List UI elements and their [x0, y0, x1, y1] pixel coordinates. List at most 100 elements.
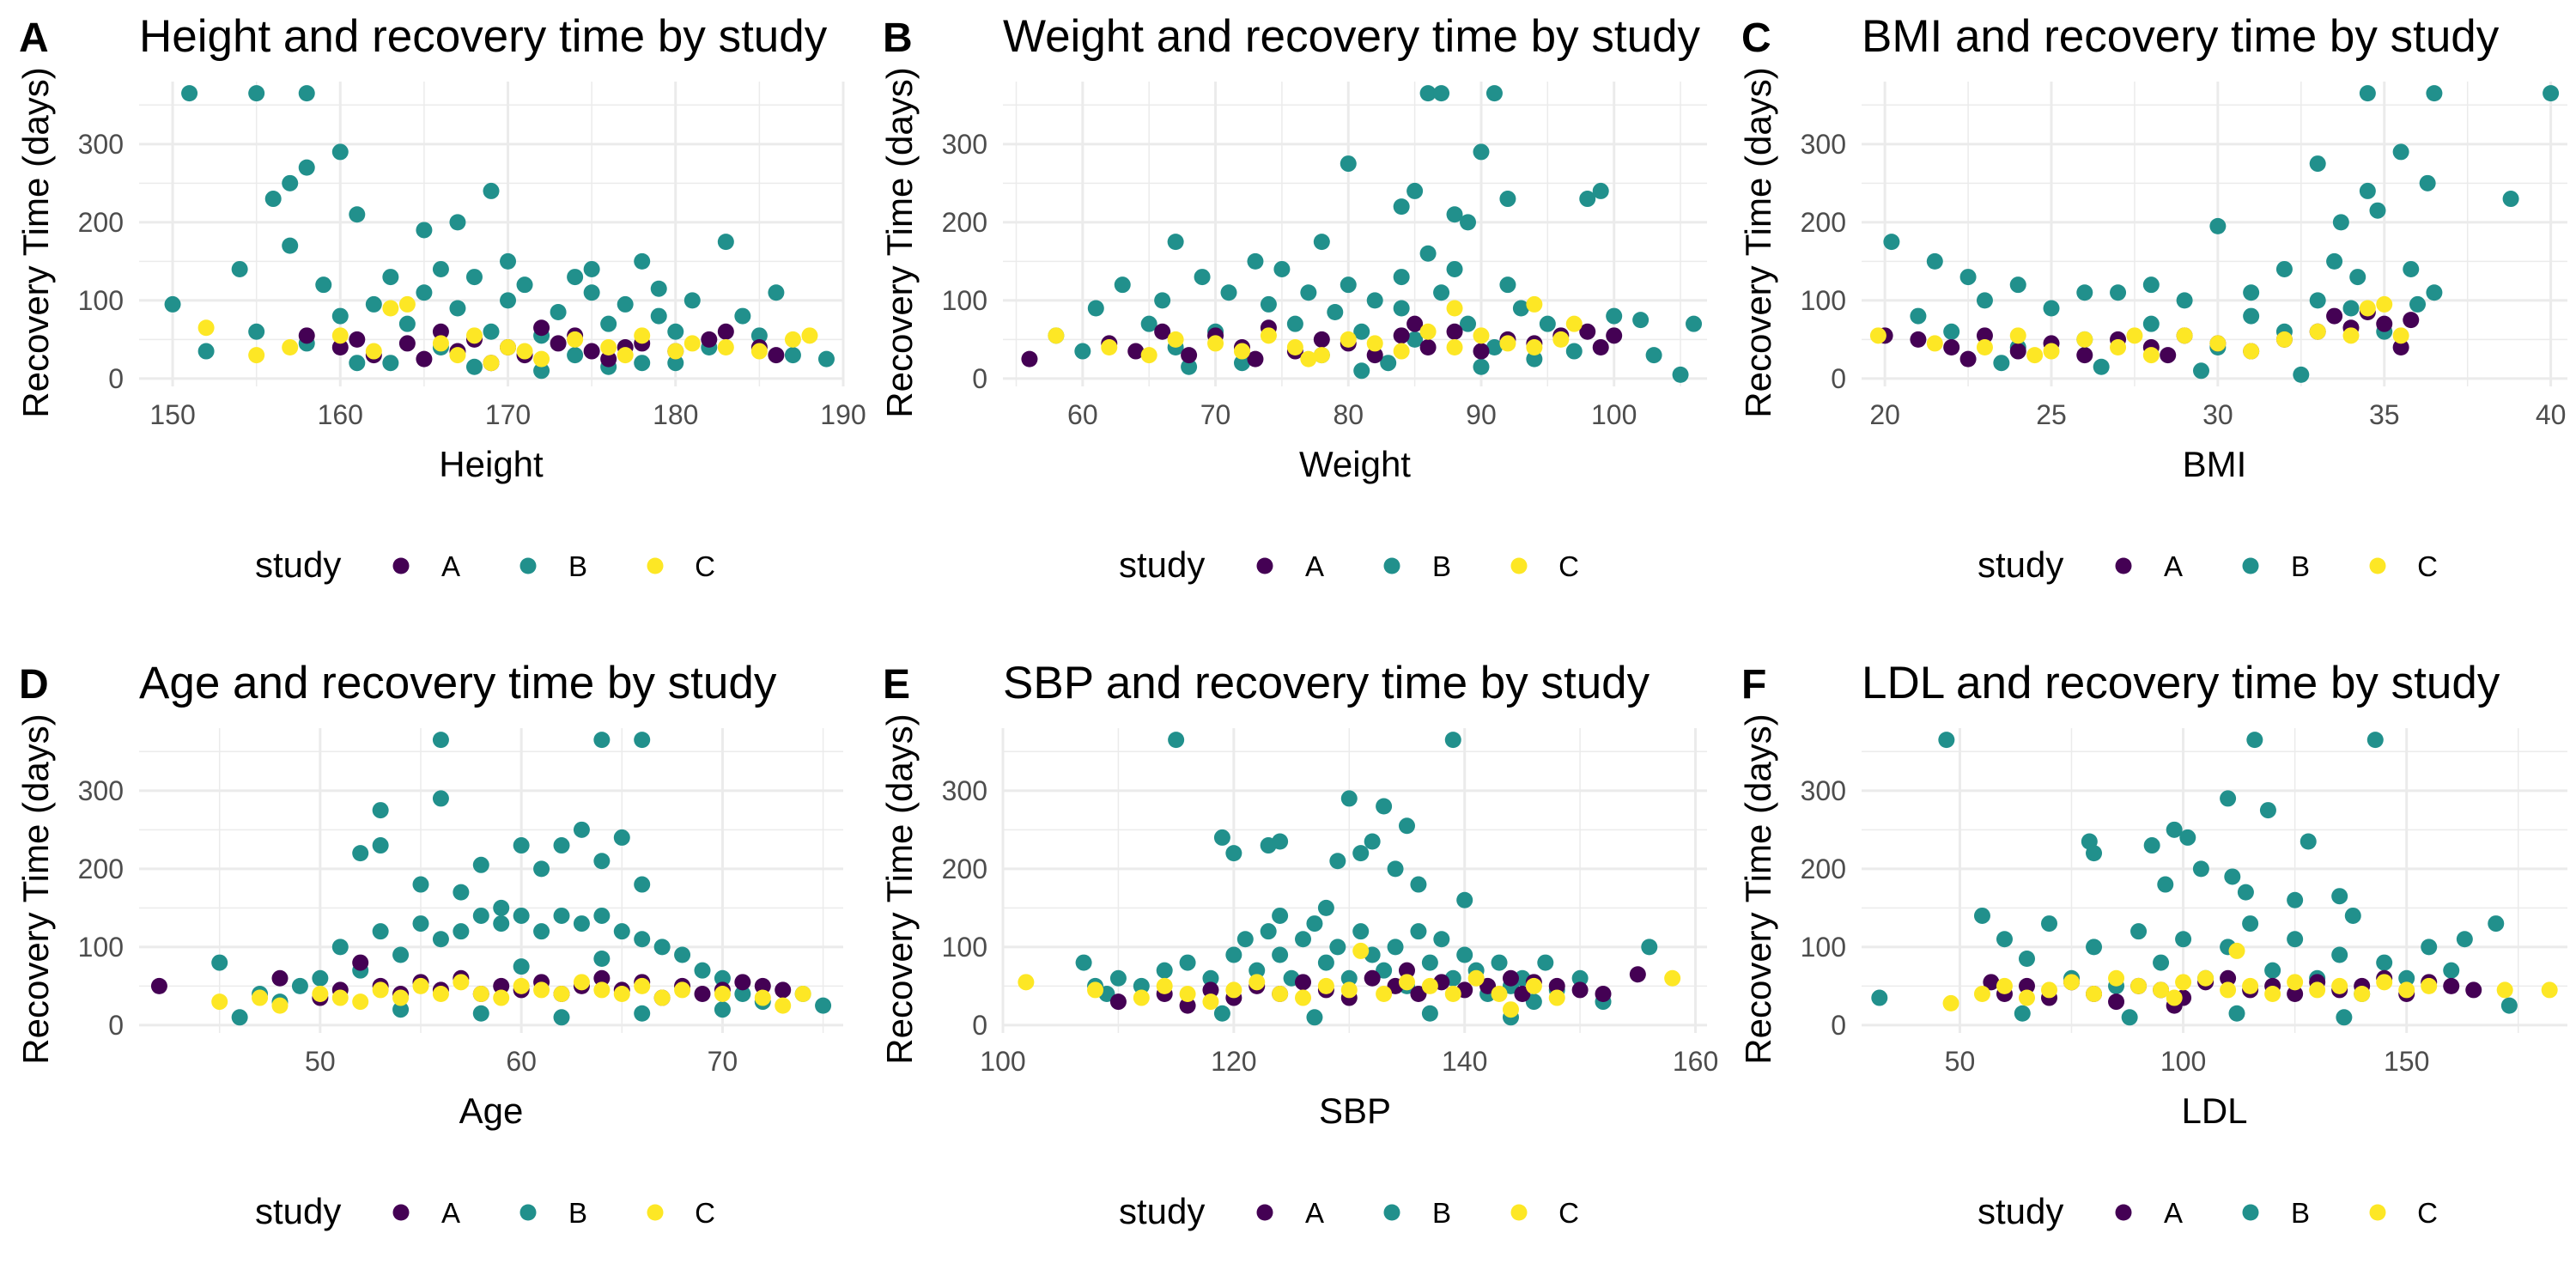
- data-point-c: [2331, 977, 2348, 994]
- data-point-b: [1225, 946, 1242, 963]
- data-point-b: [1247, 252, 1264, 270]
- data-point-c: [312, 985, 329, 1002]
- data-point-a: [717, 323, 734, 340]
- data-point-c: [365, 343, 382, 360]
- x-axis-title: BMI: [2183, 444, 2247, 484]
- data-point-b: [2143, 837, 2160, 854]
- data-point-c: [634, 327, 651, 344]
- x-tick-label: 70: [1200, 399, 1231, 430]
- data-point-b: [1074, 343, 1091, 360]
- legend-key-a: [2115, 557, 2132, 574]
- data-point-a: [1313, 331, 1330, 348]
- data-point-c: [1366, 335, 1383, 352]
- y-tick-label: 300: [1801, 775, 1846, 806]
- data-point-b: [1167, 234, 1184, 251]
- legend-label-a: A: [1305, 550, 1324, 582]
- chart-title: Age and recovery time by study: [139, 658, 777, 708]
- data-point-c: [1499, 335, 1516, 352]
- data-point-b: [1393, 198, 1410, 216]
- legend-label-c: C: [695, 550, 715, 582]
- data-point-c: [2108, 969, 2125, 987]
- x-tick-label: 150: [2384, 1046, 2429, 1077]
- data-point-b: [1973, 907, 1990, 924]
- data-point-a: [1181, 347, 1198, 364]
- data-point-b: [1539, 315, 1556, 332]
- data-point-b: [2309, 155, 2326, 173]
- data-point-b: [2179, 829, 2196, 846]
- data-point-b: [1993, 355, 2010, 372]
- legend-title: study: [1119, 1191, 1205, 1231]
- data-point-b: [248, 85, 265, 102]
- data-point-b: [1938, 732, 1955, 749]
- data-point-b: [653, 939, 671, 956]
- data-point-b: [1943, 323, 1960, 340]
- data-point-c: [1286, 338, 1303, 355]
- data-point-b: [1109, 969, 1127, 987]
- data-point-c: [567, 331, 584, 348]
- data-point-b: [2142, 315, 2160, 332]
- data-point-b: [567, 269, 584, 286]
- data-point-b: [2359, 182, 2376, 199]
- data-point-b: [2192, 860, 2209, 878]
- data-point-c: [2076, 331, 2093, 348]
- data-point-c: [1526, 295, 1543, 313]
- legend-title: study: [255, 1191, 341, 1231]
- data-point-b: [1406, 331, 1424, 348]
- data-point-c: [1421, 977, 1438, 994]
- data-point-c: [2376, 974, 2393, 991]
- y-tick-label: 0: [108, 1010, 124, 1041]
- data-point-c: [1552, 331, 1570, 348]
- data-point-a: [2392, 338, 2409, 355]
- data-point-c: [2398, 981, 2415, 999]
- data-point-c: [750, 343, 768, 360]
- data-point-b: [1433, 85, 1450, 102]
- data-point-b: [298, 159, 315, 176]
- data-point-a: [1579, 323, 1596, 340]
- legend: study A B C: [1119, 1191, 1579, 1231]
- data-point-b: [2426, 85, 2443, 102]
- x-axis-title: LDL: [2181, 1091, 2247, 1131]
- data-point-b: [1249, 962, 1266, 979]
- data-point-a: [416, 350, 433, 368]
- legend-title: study: [1978, 1191, 2063, 1231]
- y-tick-label: 0: [108, 363, 124, 394]
- panel-e: 100 120 140 160 0 100 200 300 E SBP and recovery …: [879, 658, 1718, 1231]
- data-point-c: [2063, 974, 2081, 991]
- legend: study A B C: [1119, 544, 1579, 585]
- data-point-b: [553, 907, 570, 924]
- data-point-b: [1340, 790, 1358, 807]
- y-tick-label: 200: [1801, 207, 1846, 238]
- data-point-b: [2259, 802, 2276, 819]
- data-point-b: [513, 837, 530, 854]
- data-point-a: [1127, 343, 1145, 360]
- data-point-b: [593, 907, 611, 924]
- data-point-b: [513, 907, 530, 924]
- data-point-a: [352, 954, 369, 971]
- data-point-b: [2331, 888, 2348, 905]
- data-point-c: [2197, 969, 2215, 987]
- data-point-b: [1380, 355, 1397, 372]
- y-tick-label: 200: [78, 207, 124, 238]
- data-point-c: [717, 338, 734, 355]
- data-point-b: [1641, 939, 1658, 956]
- data-point-c: [2359, 300, 2376, 317]
- data-point-b: [1272, 946, 1289, 963]
- data-point-b: [1491, 954, 1508, 971]
- data-point-b: [282, 237, 299, 254]
- data-point-b: [667, 323, 684, 340]
- data-point-b: [1485, 338, 1503, 355]
- x-tick-label: 100: [980, 1046, 1025, 1077]
- data-point-b: [416, 222, 433, 239]
- data-point-a: [1514, 985, 1531, 1002]
- data-point-b: [392, 1001, 410, 1018]
- legend-title: study: [255, 544, 341, 585]
- data-point-b: [331, 939, 349, 956]
- legend-key-b: [519, 1204, 537, 1221]
- legend-key-c: [647, 1204, 664, 1221]
- legend-label-a: A: [441, 1197, 460, 1229]
- data-point-c: [2228, 942, 2245, 959]
- data-point-b: [211, 954, 228, 971]
- y-tick-label: 300: [942, 775, 987, 806]
- data-point-c: [784, 331, 801, 348]
